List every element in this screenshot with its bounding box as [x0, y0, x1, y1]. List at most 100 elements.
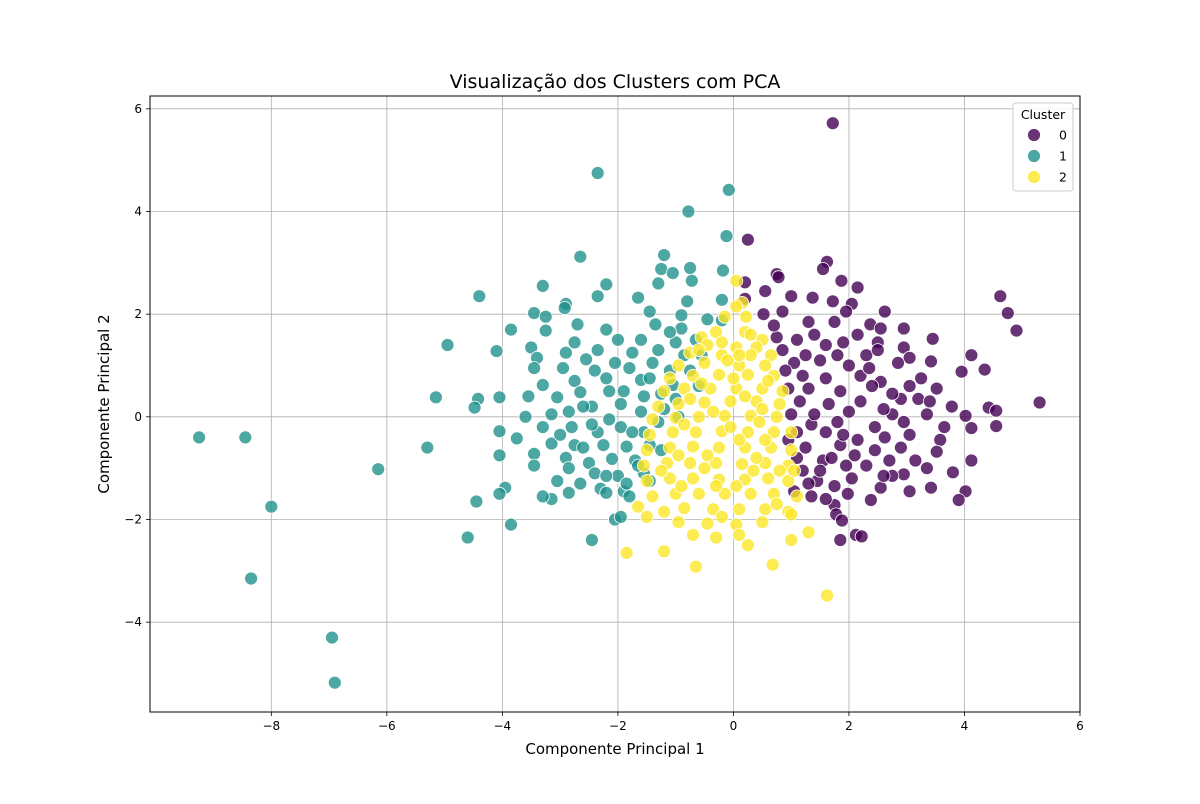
data-point	[784, 443, 799, 458]
data-point	[896, 340, 911, 355]
data-point	[989, 419, 1004, 434]
data-point	[716, 263, 730, 278]
data-point	[721, 182, 736, 197]
data-point	[700, 312, 715, 327]
data-point	[596, 438, 611, 453]
data-point	[778, 363, 793, 378]
data-point	[585, 417, 599, 432]
data-point	[657, 544, 671, 559]
data-point	[735, 457, 749, 472]
data-point	[758, 432, 773, 447]
data-point	[877, 304, 892, 319]
data-point	[689, 425, 703, 440]
data-point	[902, 350, 917, 365]
data-point	[859, 458, 874, 473]
data-point	[677, 417, 692, 432]
data-point	[741, 367, 755, 382]
data-point	[625, 425, 640, 440]
data-point	[807, 327, 822, 342]
data-point	[993, 289, 1008, 304]
data-point	[792, 394, 807, 409]
data-point	[602, 384, 617, 399]
data-point	[492, 486, 507, 501]
data-point	[264, 499, 279, 514]
series-cluster-0	[738, 116, 1047, 547]
data-point	[550, 390, 565, 405]
data-point	[732, 432, 747, 447]
plot-frame	[149, 95, 1081, 713]
data-point	[683, 456, 697, 470]
data-point	[663, 325, 677, 340]
data-point	[238, 430, 253, 445]
data-point	[625, 345, 640, 360]
data-point	[559, 345, 573, 360]
data-point	[613, 397, 628, 411]
data-point	[741, 232, 755, 247]
data-point	[677, 501, 692, 516]
data-point	[896, 321, 911, 336]
data-point	[885, 386, 900, 401]
data-point	[833, 384, 848, 399]
data-point	[833, 533, 848, 547]
data-point	[719, 229, 734, 244]
data-point	[709, 456, 723, 470]
data-point	[605, 451, 619, 466]
data-point	[870, 343, 885, 358]
data-point	[645, 355, 660, 370]
data-point	[663, 471, 677, 486]
data-point	[567, 373, 582, 388]
data-point	[440, 338, 455, 352]
data-point	[767, 318, 781, 333]
data-point	[599, 468, 614, 483]
data-point	[944, 399, 959, 414]
data-point	[691, 486, 706, 501]
data-point	[651, 399, 666, 414]
data-point	[924, 354, 938, 369]
data-point	[527, 446, 541, 461]
data-point	[717, 486, 732, 501]
data-point	[801, 314, 816, 329]
data-point	[825, 116, 840, 131]
data-point	[657, 248, 671, 263]
data-point	[524, 340, 539, 355]
data-point	[472, 289, 487, 304]
data-point	[651, 276, 666, 291]
data-point	[729, 299, 744, 314]
data-point	[550, 474, 565, 488]
data-point	[700, 448, 715, 463]
data-point	[771, 270, 786, 285]
data-point	[619, 476, 634, 491]
data-point	[954, 364, 969, 379]
data-point	[622, 361, 637, 376]
data-point	[674, 321, 689, 336]
data-point	[371, 462, 386, 477]
x-tick-label: 4	[961, 719, 969, 733]
data-point	[642, 371, 657, 386]
data-point	[709, 325, 723, 340]
data-point	[681, 204, 696, 219]
data-point	[709, 530, 723, 545]
data-point	[561, 461, 576, 476]
data-point	[671, 515, 686, 529]
data-point	[977, 362, 992, 377]
data-point	[920, 407, 934, 422]
data-point	[327, 675, 342, 690]
data-point	[964, 453, 979, 468]
data-point	[599, 371, 614, 386]
data-point	[697, 355, 712, 370]
data-point	[964, 421, 979, 436]
data-point	[784, 507, 799, 522]
data-point	[619, 439, 634, 454]
data-point	[752, 415, 767, 429]
data-point	[818, 338, 833, 352]
data-point	[894, 440, 908, 455]
legend: Cluster 0 1 2	[1012, 102, 1074, 192]
data-point	[608, 355, 622, 370]
y-tick-label: 6	[134, 102, 142, 116]
data-point	[790, 332, 804, 347]
data-point	[818, 425, 833, 440]
data-point	[579, 352, 593, 367]
data-point	[680, 294, 695, 309]
data-point	[902, 484, 917, 499]
